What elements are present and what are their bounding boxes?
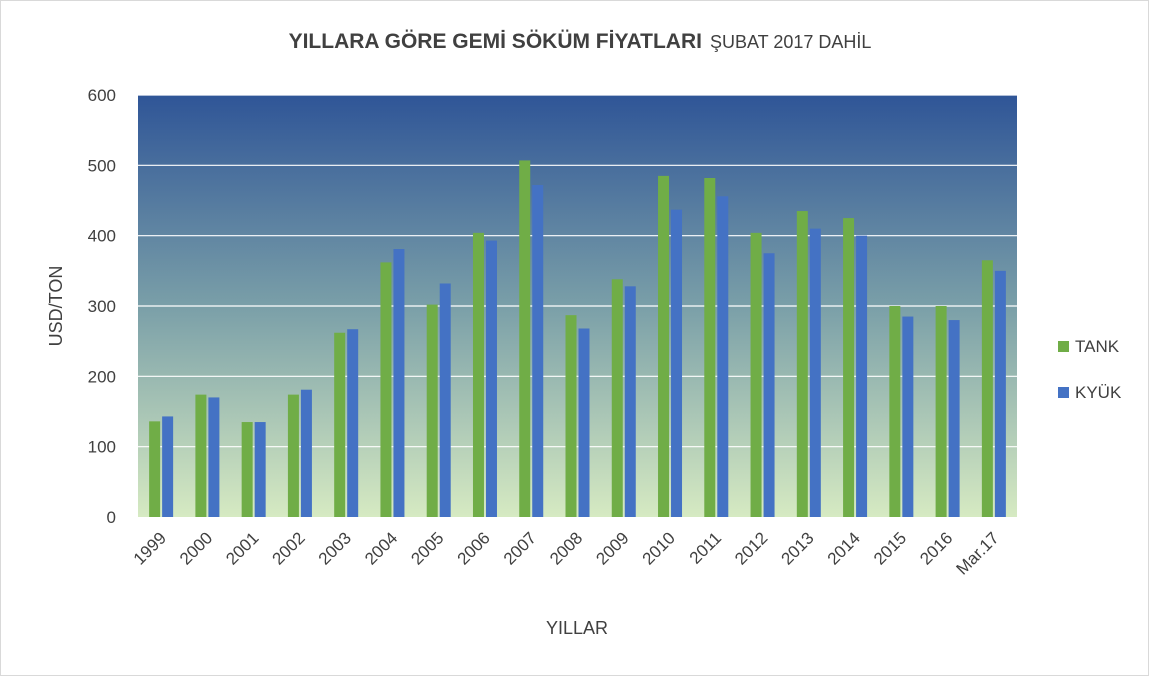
legend-swatch [1058,387,1069,398]
y-tick-label: 500 [88,156,116,175]
bar [334,332,346,517]
x-axis-label: YILLAR [546,618,608,638]
legend-label: TANK [1075,337,1120,356]
bar [796,211,808,518]
bar [578,328,590,517]
bar [347,329,359,517]
bar [981,260,993,517]
bar [208,397,220,517]
bar [426,304,438,517]
bar [763,253,775,517]
bar [287,394,299,517]
bar [704,177,716,517]
bar [671,209,683,518]
bar [935,306,947,517]
y-tick-label: 300 [88,297,116,316]
bar [750,232,762,517]
bar [624,286,636,517]
y-axis-label: USD/TON [46,266,66,347]
bar [994,270,1006,517]
y-tick-label: 400 [88,227,116,246]
bar [565,315,577,517]
subtitle: ŞUBAT 2017 DAHİL [710,32,871,52]
bar [611,279,623,517]
bar [843,218,855,518]
bar [439,283,451,517]
bar [254,422,266,517]
bar [162,416,174,517]
bar [241,422,253,517]
y-tick-label: 600 [88,86,116,105]
bar [519,160,531,517]
legend-swatch [1058,341,1069,352]
y-tick-label: 0 [107,508,116,527]
bar [485,240,497,517]
bar [717,196,729,517]
y-tick-label: 200 [88,367,116,386]
title: YILLARA GÖRE GEMİ SÖKÜM FİYATLARI [289,30,702,53]
bar [149,421,161,517]
bar [472,232,484,517]
chart-title: YILLARA GÖRE GEMİ SÖKÜM FİYATLARI ŞUBAT 2… [289,30,872,53]
bar [809,228,821,517]
bar [393,249,405,517]
bar [532,185,544,517]
bar [889,306,901,517]
legend-label: KYÜK [1075,383,1122,402]
bar [902,316,914,517]
bar [658,175,670,517]
y-tick-label: 100 [88,438,116,457]
bar [856,235,868,517]
bar [300,389,312,517]
bar [195,394,207,517]
bar [948,320,960,517]
bar [380,262,392,517]
